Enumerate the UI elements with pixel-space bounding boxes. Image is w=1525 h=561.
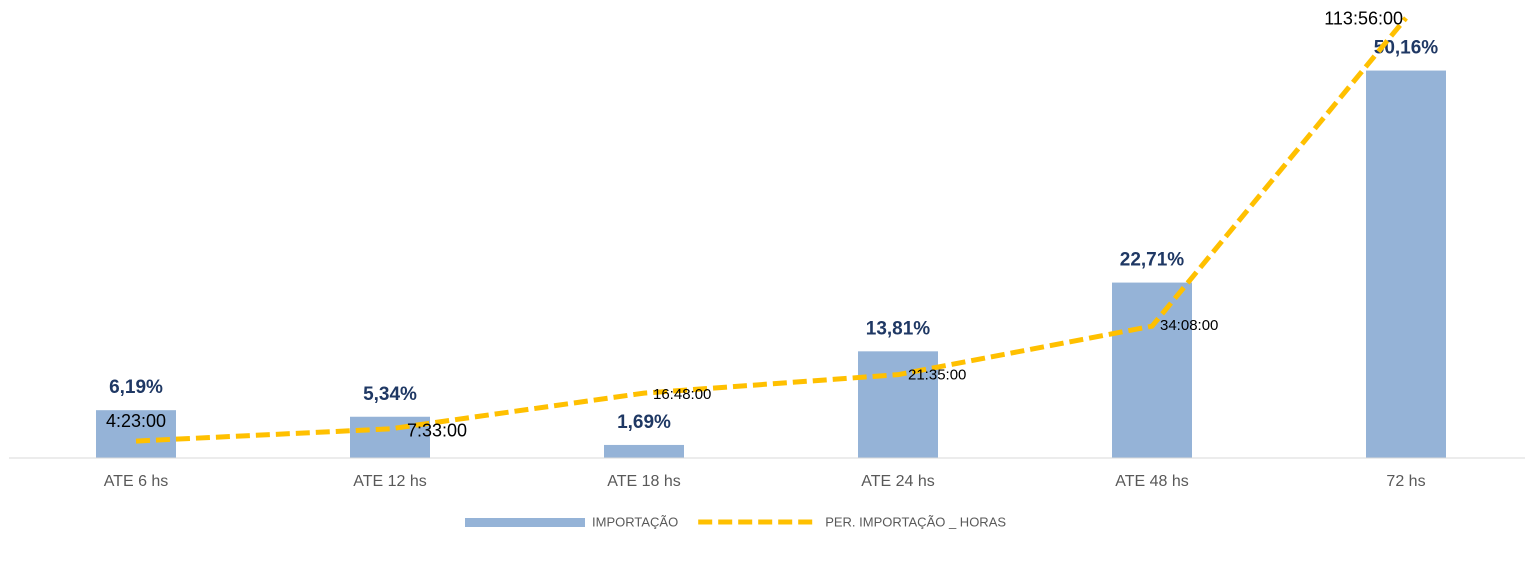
- bar-value-label: 6,19%: [109, 377, 163, 398]
- line-value-label: 34:08:00: [1160, 317, 1218, 334]
- line-value-label: 113:56:00: [1324, 9, 1403, 29]
- bar: [96, 410, 176, 458]
- bar-value-label: 13,81%: [866, 318, 931, 339]
- bar: [1112, 282, 1192, 458]
- line-series: [135, 16, 1408, 444]
- bar-value-label: 1,69%: [617, 412, 671, 433]
- legend-label: IMPORTAÇÃO: [592, 514, 678, 529]
- x-tick-label: ATE 24 hs: [861, 473, 935, 490]
- line-value-label: 16:48:00: [653, 386, 711, 403]
- line-value-label: 7:33:00: [407, 421, 467, 441]
- line-value-label: 21:35:00: [908, 367, 966, 384]
- x-tick-label: 72 hs: [1386, 473, 1425, 490]
- bar: [604, 444, 684, 458]
- x-tick-label: ATE 6 hs: [104, 473, 169, 490]
- bar: [1366, 70, 1446, 458]
- legend-swatch: [465, 518, 585, 527]
- x-tick-label: ATE 18 hs: [607, 473, 681, 490]
- legend-label: PER. IMPORTAÇÃO _ HORAS: [825, 514, 1006, 529]
- bar-value-label: 50,16%: [1374, 38, 1439, 59]
- bar-value-label: 5,34%: [363, 384, 417, 405]
- x-tick-label: ATE 48 hs: [1115, 473, 1189, 490]
- bar-value-label: 22,71%: [1120, 250, 1185, 271]
- x-tick-label: ATE 12 hs: [353, 473, 427, 490]
- line-value-label: 4:23:00: [106, 411, 166, 431]
